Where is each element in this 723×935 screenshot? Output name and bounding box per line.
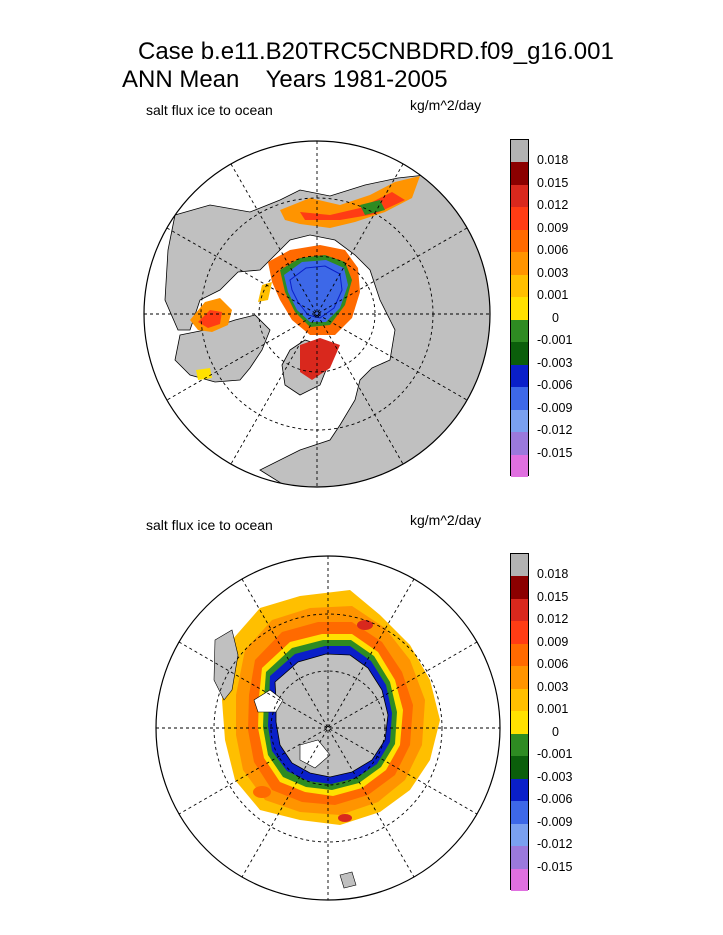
north-colorbar-label: -0.015	[537, 445, 573, 460]
north-colorbar-label: -0.012	[537, 423, 573, 438]
north-colorbar-swatch	[511, 297, 528, 321]
south-colorbar-swatch	[511, 756, 528, 780]
south-colorbar-label: -0.001	[537, 747, 573, 762]
north-colorbar-label: 0.001	[537, 288, 569, 303]
south-polar-map	[156, 556, 500, 900]
south-colorbar-label: 0.015	[537, 589, 569, 604]
south-colorbar-swatch	[511, 801, 528, 825]
north-colorbar-label: 0.006	[537, 243, 569, 258]
south-colorbar-label: 0.003	[537, 679, 569, 694]
north-colorbar-label: -0.003	[537, 355, 573, 370]
south-colorbar-swatch	[511, 621, 528, 645]
south-colorbar-swatch	[511, 598, 528, 622]
south-colorbar-swatch	[511, 778, 528, 802]
north-colorbar-swatch	[511, 409, 528, 433]
south-colorbar-label: 0.009	[537, 634, 569, 649]
north-colorbar-swatch	[511, 184, 528, 208]
north-colorbar-swatch	[511, 454, 528, 478]
south-colorbar-label: 0	[552, 724, 559, 739]
north-colorbar-swatch	[511, 274, 528, 298]
plot-subtitle: ANN Mean Years 1981-2005	[122, 66, 448, 93]
north-colorbar-label: -0.001	[537, 333, 573, 348]
south-colorbar-swatch	[511, 868, 528, 892]
north-colorbar-swatch	[511, 207, 528, 231]
north-colorbar-swatch	[511, 162, 528, 186]
north-variable-label: salt flux ice to ocean	[146, 102, 273, 118]
south-colorbar-swatch	[511, 576, 528, 600]
south-colorbar-label: -0.012	[537, 837, 573, 852]
south-colorbar-label: 0.012	[537, 612, 569, 627]
south-map-boundary	[155, 555, 501, 901]
north-colorbar-label: -0.009	[537, 400, 573, 415]
south-colorbar-label: 0.006	[537, 657, 569, 672]
south-graticule	[156, 556, 500, 900]
south-colorbar-label: 0.018	[537, 567, 569, 582]
north-colorbar-label: 0.015	[537, 175, 569, 190]
north-colorbar-label: 0.018	[537, 153, 569, 168]
north-colorbar-label: 0.009	[537, 220, 569, 235]
north-map-boundary	[143, 140, 491, 488]
north-colorbar-swatch	[511, 319, 528, 343]
south-colorbar-swatch	[511, 846, 528, 870]
north-colorbar-swatch	[511, 432, 528, 456]
north-colorbar-swatch	[511, 140, 528, 163]
north-colorbar-label: -0.006	[537, 378, 573, 393]
south-colorbar-label: -0.015	[537, 859, 573, 874]
south-colorbar-label: -0.006	[537, 792, 573, 807]
north-colorbar-swatch	[511, 364, 528, 388]
south-colorbar-label: -0.003	[537, 769, 573, 784]
south-variable-label: salt flux ice to ocean	[146, 517, 273, 533]
south-land-south-america	[213, 629, 239, 701]
north-colorbar-swatch	[511, 387, 528, 411]
north-colorbar-label: 0.012	[537, 198, 569, 213]
south-colorbar-swatch	[511, 554, 528, 577]
north-colorbar	[510, 139, 529, 478]
south-colorbar-label: -0.009	[537, 814, 573, 829]
north-colorbar-swatch	[511, 252, 528, 276]
south-colorbar-swatch	[511, 711, 528, 735]
south-colorbar	[510, 553, 529, 892]
north-colorbar-swatch	[511, 229, 528, 253]
north-colorbar-label: 0	[552, 310, 559, 325]
north-colorbar-label: 0.003	[537, 265, 569, 280]
plot-title: Case b.e11.B20TRC5CNBDRD.f09_g16.001	[138, 38, 614, 65]
north-units-label: kg/m^2/day	[410, 97, 482, 113]
north-colorbar-swatch	[511, 342, 528, 366]
south-units-label: kg/m^2/day	[410, 512, 482, 528]
south-colorbar-swatch	[511, 823, 528, 847]
north-graticule	[144, 141, 490, 487]
south-colorbar-swatch	[511, 688, 528, 712]
north-land-eurasia	[164, 174, 490, 487]
south-colorbar-label: 0.001	[537, 702, 569, 717]
south-land-antarctica	[274, 653, 389, 778]
south-colorbar-swatch	[511, 666, 528, 690]
north-land-americas	[174, 314, 271, 383]
south-colorbar-swatch	[511, 643, 528, 667]
south-colorbar-swatch	[511, 733, 528, 757]
north-polar-map	[144, 141, 490, 487]
